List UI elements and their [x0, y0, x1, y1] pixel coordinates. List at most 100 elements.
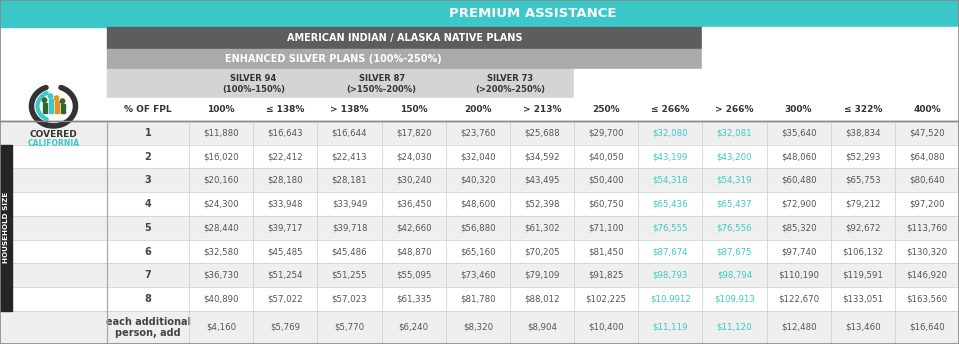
Text: $29,700: $29,700	[589, 128, 624, 137]
Text: $11,119: $11,119	[652, 323, 688, 332]
Text: $16,643: $16,643	[268, 128, 303, 137]
Text: $50,400: $50,400	[588, 176, 624, 185]
Circle shape	[48, 94, 53, 98]
Bar	[0, 144, 12, 311]
Text: $163,560: $163,560	[906, 294, 947, 303]
Text: $130,320: $130,320	[906, 247, 947, 256]
Text: $22,413: $22,413	[332, 152, 367, 161]
Text: 3: 3	[145, 175, 152, 185]
Text: $70,205: $70,205	[525, 247, 560, 256]
Text: 300%: 300%	[784, 105, 812, 114]
Text: COVERED: COVERED	[30, 130, 78, 139]
Text: $81,780: $81,780	[460, 294, 496, 303]
Text: $64,080: $64,080	[909, 152, 945, 161]
Text: $23,760: $23,760	[460, 128, 496, 137]
Text: $48,600: $48,600	[460, 200, 496, 208]
Text: $40,050: $40,050	[588, 152, 624, 161]
Text: $56,880: $56,880	[460, 223, 496, 232]
Text: $28,440: $28,440	[203, 223, 239, 232]
Text: $24,030: $24,030	[396, 152, 432, 161]
Text: 400%: 400%	[913, 105, 941, 114]
Text: $11,880: $11,880	[203, 128, 239, 137]
Bar	[702, 27, 959, 49]
Text: $81,450: $81,450	[588, 247, 624, 256]
Text: > 266%: > 266%	[715, 105, 754, 114]
Bar	[107, 27, 702, 49]
Bar	[0, 0, 107, 27]
Text: $61,302: $61,302	[525, 223, 560, 232]
Text: $76,556: $76,556	[716, 223, 752, 232]
Text: $47,520: $47,520	[909, 128, 945, 137]
Text: $91,825: $91,825	[589, 271, 624, 280]
Text: $40,320: $40,320	[460, 176, 496, 185]
Text: 250%: 250%	[593, 105, 620, 114]
Bar	[0, 144, 959, 168]
Text: > 213%: > 213%	[523, 105, 561, 114]
Text: $35,640: $35,640	[781, 128, 816, 137]
Text: $71,100: $71,100	[588, 223, 624, 232]
Text: $8,320: $8,320	[463, 323, 493, 332]
Text: $16,644: $16,644	[332, 128, 367, 137]
Text: $60,480: $60,480	[781, 176, 816, 185]
Text: $4,160: $4,160	[206, 323, 236, 332]
Text: $42,660: $42,660	[396, 223, 432, 232]
Text: $32,080: $32,080	[652, 128, 689, 137]
Text: $54,319: $54,319	[716, 176, 752, 185]
Circle shape	[60, 99, 64, 103]
Text: $13,460: $13,460	[845, 323, 880, 332]
Bar	[702, 49, 959, 69]
Text: $28,180: $28,180	[268, 176, 303, 185]
Text: $119,591: $119,591	[842, 271, 883, 280]
Text: $98,793: $98,793	[653, 271, 688, 280]
Text: $32,040: $32,040	[460, 152, 496, 161]
Text: 5: 5	[145, 223, 152, 233]
Text: $48,870: $48,870	[396, 247, 432, 256]
Bar	[0, 240, 959, 264]
Text: SILVER 94
(100%-150%): SILVER 94 (100%-150%)	[222, 74, 285, 94]
Text: $110,190: $110,190	[778, 271, 819, 280]
Bar	[0, 98, 959, 121]
Text: $17,820: $17,820	[396, 128, 432, 137]
Text: $76,555: $76,555	[652, 223, 689, 232]
Text: ENHANCED SILVER PLANS (100%-250%): ENHANCED SILVER PLANS (100%-250%)	[224, 54, 442, 64]
Text: $36,450: $36,450	[396, 200, 432, 208]
Text: 4: 4	[145, 199, 152, 209]
Text: $52,293: $52,293	[845, 152, 880, 161]
Text: $92,672: $92,672	[845, 223, 880, 232]
Text: $10,9912: $10,9912	[650, 294, 690, 303]
Text: $97,740: $97,740	[781, 247, 816, 256]
Text: $28,181: $28,181	[332, 176, 367, 185]
Text: $51,255: $51,255	[332, 271, 367, 280]
Text: $39,717: $39,717	[268, 223, 303, 232]
Text: $32,081: $32,081	[716, 128, 752, 137]
Text: SILVER 87
(>150%-200%): SILVER 87 (>150%-200%)	[346, 74, 416, 94]
Text: $10,400: $10,400	[588, 323, 624, 332]
Text: $34,592: $34,592	[525, 152, 560, 161]
Text: $6,240: $6,240	[399, 323, 429, 332]
Text: 1: 1	[145, 128, 152, 138]
Bar	[574, 69, 959, 98]
Text: PREMIUM ASSISTANCE: PREMIUM ASSISTANCE	[449, 7, 617, 20]
Text: 7: 7	[145, 270, 152, 280]
Text: $45,485: $45,485	[268, 247, 303, 256]
Text: $38,834: $38,834	[845, 128, 880, 137]
Text: $39,718: $39,718	[332, 223, 367, 232]
Text: $102,225: $102,225	[586, 294, 627, 303]
Text: $22,412: $22,412	[268, 152, 303, 161]
Text: $52,398: $52,398	[525, 200, 560, 208]
Text: $106,132: $106,132	[842, 247, 883, 256]
Circle shape	[42, 98, 47, 103]
Bar	[49, 99, 53, 113]
Text: % OF FPL: % OF FPL	[125, 105, 172, 114]
Bar	[0, 287, 959, 311]
Text: $33,949: $33,949	[332, 200, 367, 208]
Text: $43,495: $43,495	[525, 176, 560, 185]
Text: $45,486: $45,486	[332, 247, 367, 256]
Text: $36,730: $36,730	[203, 271, 239, 280]
Text: $79,212: $79,212	[845, 200, 880, 208]
Bar	[0, 0, 107, 344]
Text: $20,160: $20,160	[203, 176, 239, 185]
Text: $122,670: $122,670	[778, 294, 819, 303]
Text: $60,750: $60,750	[588, 200, 624, 208]
Bar	[55, 101, 58, 113]
